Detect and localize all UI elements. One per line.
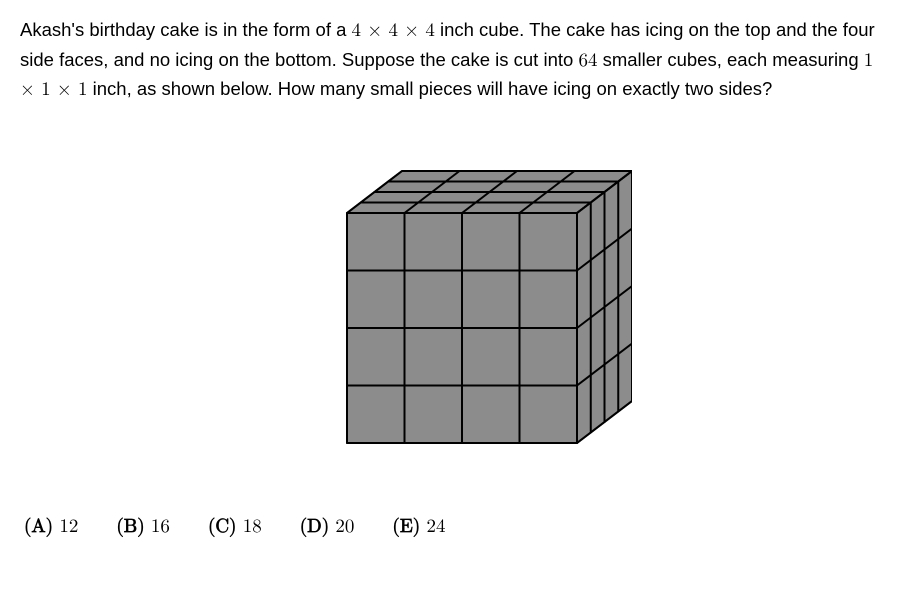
choice-e: (E) 24 [392,515,445,538]
choice-label: (B) [116,517,144,536]
question-text: Akash's birthday cake is in the form of … [20,16,883,105]
choice-value: 18 [243,517,262,536]
cube-svg [272,133,632,483]
choice-a: (A) 12 [24,515,78,538]
choice-c: (C) 18 [208,515,262,538]
choice-label: (C) [208,517,237,536]
choice-label: (D) [300,517,329,536]
question-part-4: inch, as shown below. How many small pie… [88,78,773,99]
choice-b: (B) 16 [116,515,170,538]
answer-choices: (A) 12 (B) 16 (C) 18 (D) 20 (E) 24 [20,515,883,538]
cube-figure [20,133,883,483]
question-part-3: smaller cubes, each measuring [597,49,863,70]
choice-value: 16 [151,517,170,536]
choice-value: 24 [426,517,445,536]
choice-d: (D) 20 [300,515,355,538]
question-math-2: 64 [578,51,597,70]
choice-value: 20 [335,517,354,536]
choice-value: 12 [59,517,78,536]
question-math-1: 4 × 4 × 4 [352,21,435,40]
choice-label: (E) [392,517,420,536]
choice-label: (A) [24,517,53,536]
question-part-1: Akash's birthday cake is in the form of … [20,19,352,40]
